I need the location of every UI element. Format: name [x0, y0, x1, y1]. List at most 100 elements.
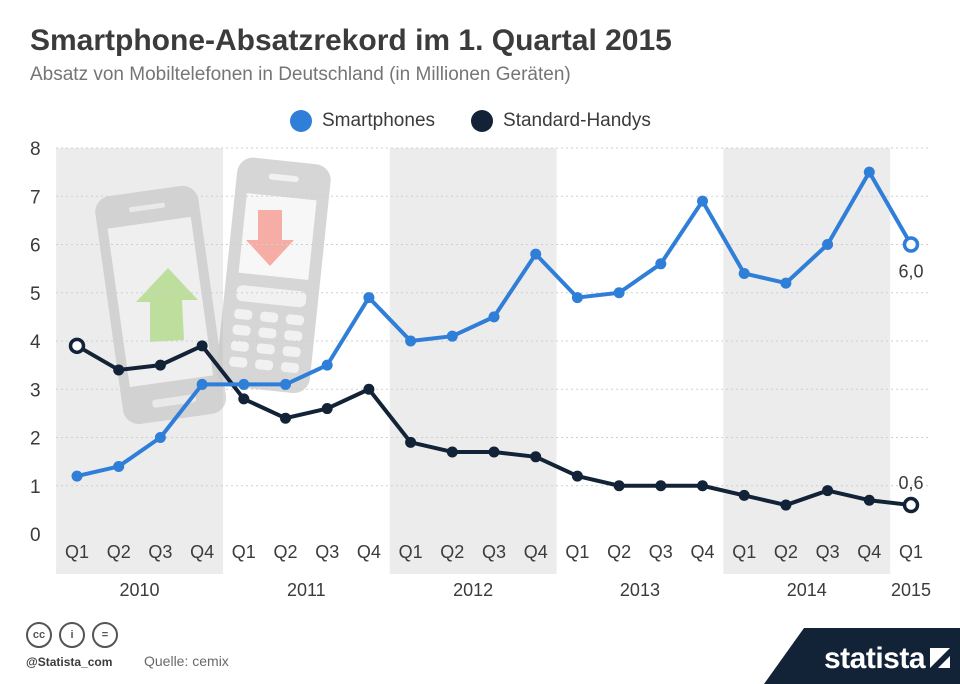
- statista-logo[interactable]: statista: [764, 628, 960, 684]
- y-tick-label: 5: [30, 284, 41, 305]
- data-point: [363, 292, 375, 304]
- data-point: [780, 499, 792, 511]
- chart-title: Smartphone-Absatzrekord im 1. Quartal 20…: [30, 24, 672, 57]
- data-point: [655, 258, 667, 270]
- x-tick-label: Q2: [440, 542, 464, 562]
- data-point: [530, 451, 542, 463]
- x-tick-label: Q3: [315, 542, 339, 562]
- x-tick-label: Q1: [232, 542, 256, 562]
- chart-subtitle: Absatz von Mobiltelefonen in Deutschland…: [30, 64, 571, 85]
- y-tick-label: 8: [30, 139, 41, 160]
- data-point: [363, 383, 375, 395]
- data-point: [530, 248, 542, 260]
- end-label-smartphones: 6,0: [898, 262, 923, 282]
- source-note: Quelle: cemix: [144, 653, 229, 669]
- x-tick-label: Q4: [524, 542, 548, 562]
- end-labels: 0,6 6,0: [898, 262, 923, 494]
- data-point: [238, 378, 250, 390]
- legend-label-standard-handys: Standard-Handys: [503, 110, 651, 131]
- y-tick-label: 1: [30, 477, 41, 498]
- year-label-2011: 2011: [287, 580, 326, 600]
- data-point: [863, 166, 875, 178]
- y-tick-label: 6: [30, 236, 41, 257]
- legend-marker-smartphones: [290, 110, 312, 132]
- x-tick-label: Q1: [899, 542, 923, 562]
- logo-text: statista: [824, 642, 926, 675]
- data-point: [613, 480, 625, 492]
- data-point: [488, 311, 500, 323]
- data-point: [238, 393, 250, 405]
- y-tick-label: 3: [30, 380, 41, 401]
- series-points: [68, 166, 920, 514]
- data-point: [113, 364, 125, 376]
- x-tick-label: Q3: [816, 542, 840, 562]
- year-label-2015: 2015: [891, 580, 931, 600]
- data-point: [822, 239, 834, 250]
- data-point: [780, 277, 792, 289]
- x-axis: Q1 Q2 Q3 Q4 Q1 Q2 Q3 Q4 Q1 Q2 Q3 Q4 Q1 Q2 Q3 Q4 Q1 Q2 Q3 Q4…: [65, 542, 931, 600]
- x-tick-label: Q4: [190, 542, 214, 562]
- year-label-2014: 2014: [787, 580, 827, 600]
- y-tick-label: 4: [30, 332, 41, 353]
- data-point: [488, 446, 500, 458]
- data-point: [571, 292, 583, 304]
- year-band-2012: [389, 148, 557, 574]
- arrow-up-icon: [136, 268, 198, 342]
- y-axis: 0 1 2 3 4 5 6 7 8: [30, 139, 41, 546]
- data-point: [613, 287, 625, 299]
- data-point: [405, 335, 417, 347]
- data-point: [902, 236, 920, 253]
- x-tick-label: Q3: [482, 542, 506, 562]
- legend-marker-standard-handys: [471, 110, 494, 132]
- data-point: [280, 378, 291, 390]
- license-icons: cc i =: [26, 622, 125, 648]
- data-point: [113, 460, 125, 472]
- x-tick-label: Q1: [565, 542, 589, 562]
- by-icon: i: [59, 622, 85, 648]
- data-point: [571, 470, 583, 482]
- year-label-2012: 2012: [453, 580, 493, 600]
- data-point: [822, 485, 834, 497]
- x-tick-label: Q2: [774, 542, 798, 562]
- arrow-down-icon: [246, 210, 294, 266]
- x-tick-label: Q3: [148, 542, 172, 562]
- legend-item-standard-handys: Standard-Handys: [471, 110, 651, 132]
- data-point: [738, 267, 750, 279]
- data-point: [863, 494, 875, 506]
- data-point: [738, 489, 750, 501]
- line-chart: 0 1 2 3 4 5 6 7 8 Q1 Q2 Q3 Q4 Q1 Q2 Q3 Q4 Q1 Q2 Q3 Q4 Q1 Q2 Q3…: [30, 139, 931, 600]
- legend: Smartphones Standard-Handys: [290, 110, 687, 132]
- logo-background: [764, 628, 960, 684]
- data-point: [697, 195, 708, 207]
- year-band-2014: [723, 148, 891, 574]
- year-label-2010: 2010: [120, 580, 160, 600]
- cc-icon: cc: [26, 622, 52, 648]
- data-point: [196, 340, 208, 352]
- data-point: [196, 378, 208, 390]
- y-tick-label: 7: [30, 187, 41, 208]
- data-point: [405, 436, 417, 448]
- statista-handle: @Statista_com: [26, 655, 113, 669]
- x-tick-label: Q3: [649, 542, 673, 562]
- data-point: [697, 480, 708, 492]
- data-point: [154, 359, 166, 371]
- x-tick-label: Q2: [273, 542, 297, 562]
- x-tick-label: Q4: [357, 542, 381, 562]
- x-tick-label: Q4: [857, 542, 881, 562]
- x-tick-label: Q1: [65, 542, 89, 562]
- legend-item-smartphones: Smartphones: [290, 110, 435, 132]
- data-point: [154, 432, 166, 443]
- phones-illustration: [95, 157, 331, 424]
- data-point: [446, 330, 458, 342]
- x-tick-label: Q1: [399, 542, 423, 562]
- x-tick-label: Q2: [107, 542, 131, 562]
- end-label-standard-handys: 0,6: [898, 473, 923, 493]
- x-tick-label: Q1: [732, 542, 756, 562]
- x-tick-label: Q4: [690, 542, 714, 562]
- feature-phone-illustration-icon: [216, 157, 331, 394]
- legend-label-smartphones: Smartphones: [322, 110, 436, 131]
- data-point: [655, 480, 667, 492]
- y-tick-label: 0: [30, 525, 41, 546]
- data-point: [321, 359, 333, 371]
- year-label-2013: 2013: [620, 580, 660, 600]
